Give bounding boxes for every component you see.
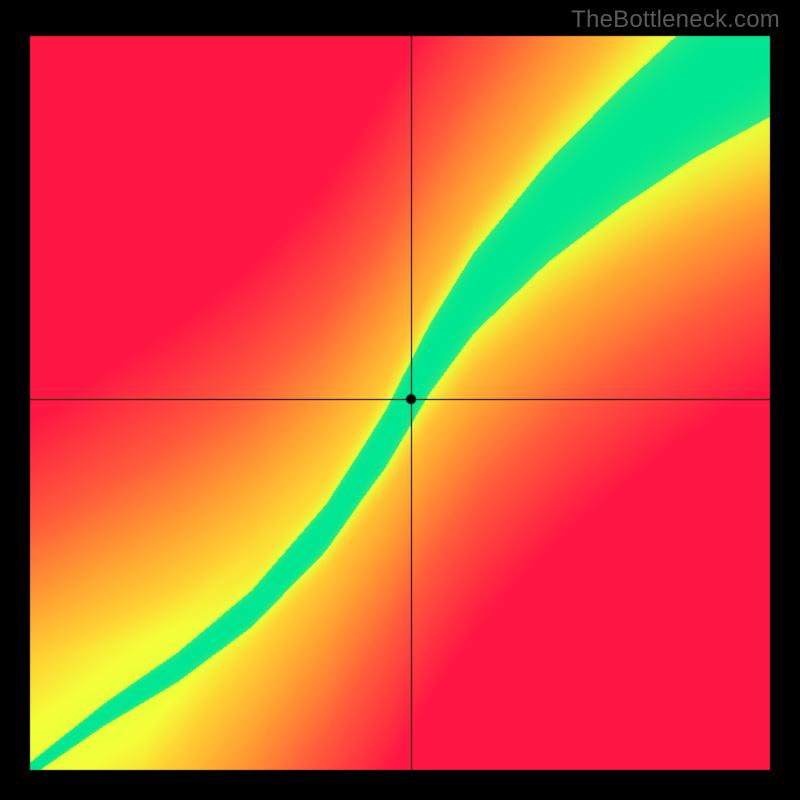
heatmap-canvas: [0, 0, 800, 800]
watermark-text: TheBottleneck.com: [571, 6, 780, 34]
figure-root: TheBottleneck.com: [0, 0, 800, 800]
